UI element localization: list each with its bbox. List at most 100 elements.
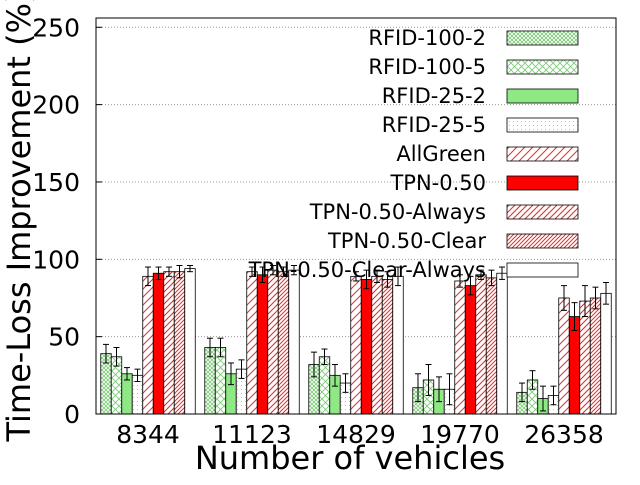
error-bar [540,385,546,412]
error-bar [457,274,463,288]
y-tick-label: 0 [64,400,80,429]
error-bar [259,266,266,284]
bar-allgreen-19770 [454,280,466,415]
error-bar [415,373,421,403]
error-bar [529,370,536,390]
legend-swatch [506,204,579,220]
error-bar [446,373,453,406]
x-tick-label: 14829 [316,420,396,449]
bar-allgreen-8344 [142,275,154,415]
bar-tpn-0-50-8344 [152,272,165,415]
error-bar [291,265,297,276]
error-bar [353,271,359,282]
bar-rfid-100-5-14829 [318,356,331,415]
legend-label: AllGreen [396,142,486,166]
error-bar [478,269,484,280]
error-bar [571,302,578,331]
legend-label: TPN-0.50-Always [309,200,486,224]
error-bar [488,269,495,287]
x-axis-title: Number of vehicles [195,439,505,477]
y-tick-label: 150 [32,168,80,197]
error-bar [134,368,141,383]
bars [100,265,612,415]
bar-tpn-0-50-clear-always-11123 [288,269,300,415]
x-tick-label: 8344 [116,420,180,449]
error-bar [103,343,109,364]
bar-tpn-0-50-clear-14829 [381,279,394,415]
error-bar [550,385,557,406]
y-axis: 0 50 100 150 200 250 [32,13,102,429]
error-bar [280,266,287,277]
bar-tpn-0-50-always-19770 [475,274,487,415]
error-bar [582,285,588,318]
bar-tpn-0-50-14829 [360,279,373,415]
bar-tpn-0-50-clear-11123 [277,271,290,415]
error-bar [436,376,442,403]
error-bar [603,282,609,305]
legend-label: RFID-25-2 [382,84,486,108]
y-tick-label: 250 [32,13,80,42]
bar-allgreen-26358 [558,297,570,415]
error-bar [342,373,349,393]
error-bar [249,266,255,277]
bar-tpn-0-50-19770 [464,285,477,415]
error-bar [270,265,276,276]
legend-swatch [506,117,579,133]
x-tick-label: 11123 [212,420,292,449]
y-tick-label: 100 [32,245,80,274]
bar-tpn-0-50-clear-26358 [589,297,602,415]
error-bar [238,359,245,379]
legend-label: RFID-100-5 [368,55,486,79]
bar-allgreen-14829 [350,275,362,415]
bar-tpn-0-50-always-14829 [371,275,383,415]
error-bar [321,348,328,365]
error-bar [561,285,567,311]
error-bar [124,367,130,381]
bar-tpn-0-50-11123 [256,274,269,415]
y-tick-label: 200 [32,91,80,120]
legend-swatch [506,262,579,278]
error-bar [176,265,183,279]
error-bar [519,382,525,403]
legend-swatch [506,30,579,46]
bar-tpn-0-50-always-8344 [163,271,175,415]
error-bar [311,351,317,378]
error-bar [145,266,151,287]
error-bar [113,346,120,367]
bar-tpn-0-50-clear-always-8344 [184,268,196,415]
legend-swatch [506,88,579,104]
error-bar [332,364,338,387]
error-bar [395,266,401,287]
bar-tpn-0-50-clear-always-14829 [392,275,404,415]
legend-swatch [506,146,579,162]
bar-rfid-100-2-11123 [204,347,216,415]
y-axis-title: Time-Loss Improvement (%) [0,0,38,443]
legend-label: TPN-0.50 [389,171,486,195]
legend-label: TPN-0.50-Clear-Always [248,258,486,282]
error-bar [363,269,370,290]
legend-label: TPN-0.50-Clear [327,229,486,253]
error-bar [166,266,172,277]
bar-tpn-0-50-clear-always-26358 [600,292,612,415]
legend-label: RFID-25-5 [382,113,486,137]
legend-swatch [506,233,579,249]
error-bar [207,337,213,358]
error-bar [217,337,224,358]
error-bar [228,362,234,386]
legend: RFID-100-2 RFID-100-5 RFID-25-2 RFID-25-5 Al… [248,26,579,282]
bar-rfid-100-5-11123 [214,347,227,415]
bar-tpn-0-50-always-11123 [267,269,279,415]
x-axis: 8344 11123 14829 19770 26358 [116,420,604,449]
legend-swatch [506,59,579,75]
error-bar [374,269,380,284]
error-bar [187,265,193,273]
error-bar [384,271,391,288]
bar-tpn-0-50-26358 [568,316,581,415]
x-tick-label: 26358 [524,420,604,449]
x-tick-label: 19770 [420,420,500,449]
y-tick-label: 50 [48,323,80,352]
plot-frame [95,17,617,415]
bar-tpn-0-50-clear-always-19770 [496,272,508,415]
bar-tpn-0-50-always-26358 [579,300,591,415]
